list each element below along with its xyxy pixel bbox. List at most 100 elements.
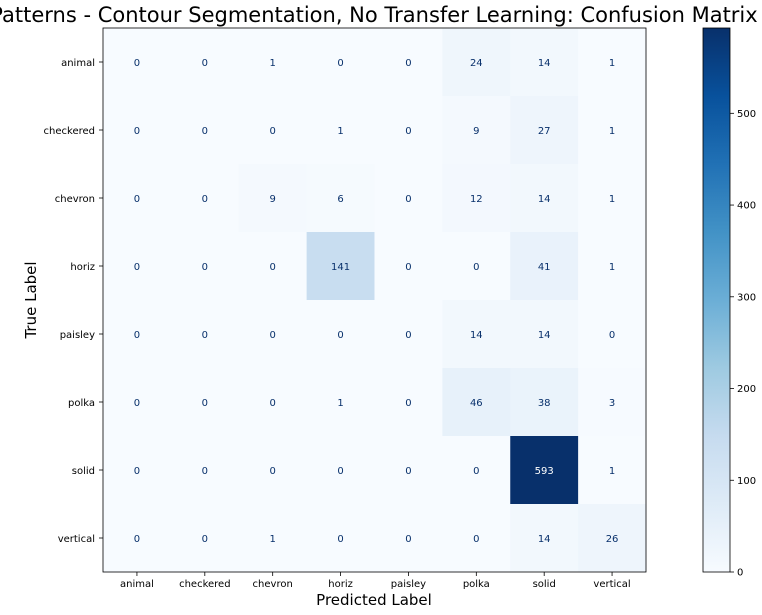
matrix-cell — [510, 232, 579, 301]
matrix-cell — [442, 504, 511, 573]
y-axis-label: True Label — [22, 261, 40, 339]
cell-value-label: 141 — [331, 262, 350, 273]
matrix-cell — [510, 368, 579, 437]
cell-value-label: 0 — [473, 262, 479, 273]
cell-value-label: 1 — [337, 126, 343, 137]
matrix-cell — [374, 96, 443, 165]
cell-value-label: 14 — [538, 330, 551, 341]
cell-value-label: 24 — [470, 58, 483, 69]
cell-value-label: 0 — [202, 262, 208, 273]
cell-value-label: 0 — [202, 330, 208, 341]
cell-value-label: 0 — [134, 330, 140, 341]
colorbar-tick-label: 100 — [737, 476, 756, 487]
matrix-cell — [578, 504, 647, 573]
matrix-cell — [238, 164, 308, 233]
x-tick-label: polka — [463, 579, 490, 590]
cell-value-label: 1 — [270, 58, 276, 69]
matrix-cell — [238, 28, 308, 97]
x-tick-label: vertical — [593, 579, 630, 590]
matrix-cell — [238, 504, 308, 573]
x-axis-ticks: animal checkered chevron horiz paisley polka s… — [120, 572, 631, 590]
cell-value-label: 41 — [538, 262, 551, 273]
matrix-cell — [306, 96, 375, 165]
matrix-cells — [103, 28, 647, 573]
colorbar-tick-label: 500 — [737, 109, 756, 120]
matrix-cell — [306, 300, 375, 369]
y-tick-label: checkered — [44, 126, 95, 137]
x-tick-label: horiz — [328, 579, 353, 590]
matrix-cell — [510, 504, 579, 573]
colorbar-tick-label: 300 — [737, 292, 756, 303]
cell-value-label: 1 — [609, 262, 615, 273]
cell-value-label: 0 — [270, 262, 276, 273]
cell-value-label: 0 — [405, 262, 411, 273]
matrix-cell — [510, 28, 579, 97]
matrix-cell — [374, 368, 443, 437]
matrix-cell — [170, 96, 240, 165]
matrix-cell — [306, 28, 375, 97]
x-tick-label: paisley — [391, 579, 426, 590]
cell-value-label: 0 — [270, 398, 276, 409]
matrix-cell — [578, 96, 647, 165]
matrix-cell — [170, 164, 240, 233]
cell-value-label: 0 — [337, 330, 343, 341]
matrix-cell — [374, 300, 443, 369]
cell-value-label: 1 — [270, 534, 276, 545]
cell-value-label: 46 — [470, 398, 483, 409]
matrix-cell-labels: 0 0 1 0 0 24 14 10 0 0 1 0 9 27 10 0 9 6 0 12 14 10 0 0 141 0 0 41 1… — [134, 58, 619, 545]
cell-value-label: 0 — [405, 330, 411, 341]
cell-value-label: 0 — [134, 58, 140, 69]
cell-value-label: 0 — [405, 126, 411, 137]
matrix-cell — [103, 96, 172, 165]
cell-value-label: 0 — [202, 194, 208, 205]
colorbar-ticks: 0 100 200 300 400 500 — [730, 109, 756, 579]
matrix-cell — [238, 436, 308, 505]
cell-value-label: 14 — [538, 194, 551, 205]
matrix-cell — [510, 96, 579, 165]
cell-value-label: 12 — [470, 194, 483, 205]
matrix-cell — [374, 504, 443, 573]
matrix-cell — [103, 300, 172, 369]
cell-value-label: 0 — [270, 126, 276, 137]
cell-value-label: 0 — [405, 398, 411, 409]
x-axis-label: Predicted Label — [316, 591, 432, 609]
matrix-cell — [103, 28, 172, 97]
matrix-cell — [442, 164, 511, 233]
matrix-cell — [442, 436, 511, 505]
cell-value-label: 0 — [202, 398, 208, 409]
matrix-cell — [578, 28, 647, 97]
matrix-cell — [442, 232, 511, 301]
colorbar — [702, 27, 731, 573]
y-tick-label: polka — [68, 398, 95, 409]
cell-value-label: 0 — [270, 330, 276, 341]
matrix-cell — [170, 232, 240, 301]
cell-value-label: 0 — [405, 534, 411, 545]
matrix-cell — [510, 300, 579, 369]
x-tick-label: checkered — [179, 579, 230, 590]
cell-value-label: 14 — [538, 534, 551, 545]
y-tick-label: chevron — [55, 194, 95, 205]
cell-value-label: 1 — [609, 194, 615, 205]
cell-value-label: 0 — [473, 466, 479, 477]
matrix-cell — [170, 28, 240, 97]
cell-value-label: 0 — [134, 194, 140, 205]
cell-value-label: 26 — [606, 534, 619, 545]
matrix-cell — [238, 300, 308, 369]
matrix-cell — [170, 504, 240, 573]
x-tick-label: solid — [533, 579, 556, 590]
matrix-cell — [374, 436, 443, 505]
matrix-cell — [238, 368, 308, 437]
cell-value-label: 0 — [202, 534, 208, 545]
cell-value-label: 9 — [473, 126, 479, 137]
cell-value-label: 0 — [337, 58, 343, 69]
matrix-cell — [103, 164, 172, 233]
colorbar-tick-label: 200 — [737, 384, 756, 395]
cell-value-label: 0 — [405, 466, 411, 477]
cell-value-label: 38 — [538, 398, 551, 409]
matrix-cell — [442, 28, 511, 97]
matrix-cell — [578, 436, 647, 505]
cell-value-label: 593 — [535, 466, 554, 477]
cell-value-label: 0 — [609, 330, 615, 341]
y-axis-ticks: animal checkered chevron horiz paisley polka s… — [44, 58, 103, 545]
